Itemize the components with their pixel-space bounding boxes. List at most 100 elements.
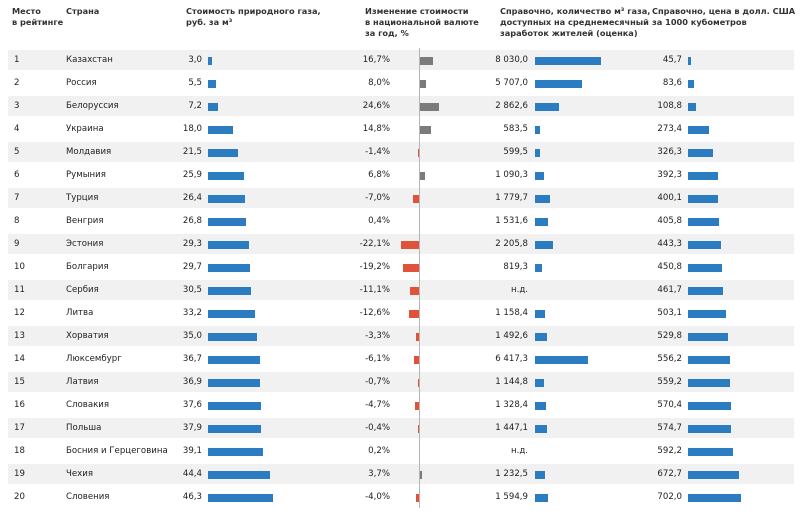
header-change: Изменение стоимости в национальной валют… [365, 6, 479, 38]
change-label: -11,1% [359, 285, 390, 295]
price-bar [208, 241, 250, 249]
change-label: -4,0% [365, 492, 390, 502]
volume-label: 1 232,5 [495, 469, 528, 479]
row-stripe [8, 280, 794, 300]
usd-bar [688, 379, 731, 387]
price-label: 3,0 [188, 55, 202, 65]
rank-cell: 6 [14, 170, 20, 180]
change-label: -3,3% [365, 331, 390, 341]
country-cell: Россия [66, 78, 97, 88]
volume-bar [535, 195, 550, 203]
country-cell: Украина [66, 124, 104, 134]
volume-bar [535, 379, 545, 387]
volume-label: 1 090,3 [495, 170, 528, 180]
price-bar [208, 448, 263, 456]
price-bar [208, 172, 245, 180]
price-label: 36,7 [182, 354, 202, 364]
change-bar [418, 379, 419, 387]
volume-label: 8 030,0 [495, 55, 528, 65]
usd-bar [688, 287, 723, 295]
volume-label: 1 779,7 [495, 193, 528, 203]
price-bar [208, 149, 239, 157]
price-label: 46,3 [182, 492, 202, 502]
price-label: 35,0 [182, 331, 202, 341]
change-bar [418, 425, 419, 433]
row-stripe [8, 234, 794, 254]
volume-label: 1 531,6 [495, 216, 528, 226]
price-bar [208, 80, 216, 88]
volume-label: 1 492,6 [495, 331, 528, 341]
header-country: Страна [66, 6, 100, 16]
usd-bar [688, 402, 732, 410]
change-label: -19,2% [359, 262, 390, 272]
usd-bar [688, 218, 719, 226]
change-bar [419, 57, 433, 65]
price-bar [208, 494, 273, 502]
volume-label: 6 417,3 [495, 354, 528, 364]
rank-cell: 11 [14, 285, 25, 295]
usd-label: 574,7 [657, 423, 682, 433]
change-bar [419, 126, 432, 134]
row-stripe [8, 50, 794, 70]
change-label: -6,1% [365, 354, 390, 364]
country-cell: Турция [66, 193, 99, 203]
header-usd: Справочно, цена в долл. США за 1000 кубо… [652, 6, 796, 27]
country-cell: Словакия [66, 400, 110, 410]
price-bar [208, 356, 260, 364]
change-bar [415, 402, 419, 410]
usd-bar [688, 471, 739, 479]
volume-bar [535, 471, 546, 479]
volume-label: 1 144,8 [495, 377, 528, 387]
change-bar [417, 149, 419, 157]
change-bar [419, 172, 425, 180]
usd-label: 592,2 [657, 446, 682, 456]
country-cell: Чехия [66, 469, 94, 479]
rank-cell: 13 [14, 331, 25, 341]
volume-bar [535, 310, 545, 318]
usd-label: 570,4 [657, 400, 682, 410]
country-cell: Молдавия [66, 147, 112, 157]
country-cell: Латвия [66, 377, 99, 387]
volume-bar [535, 241, 554, 249]
price-label: 25,9 [182, 170, 202, 180]
volume-bar [535, 57, 601, 65]
volume-bar [535, 80, 582, 88]
volume-bar [535, 356, 588, 364]
usd-bar [688, 333, 728, 341]
change-label: 8,0% [368, 78, 390, 88]
rank-cell: 16 [14, 400, 25, 410]
volume-bar [535, 172, 544, 180]
price-bar [208, 287, 251, 295]
change-bar [419, 103, 439, 111]
volume-label: 2 205,8 [495, 239, 528, 249]
country-cell: Люксембург [66, 354, 122, 364]
volume-label: 1 447,1 [495, 423, 528, 433]
usd-label: 392,3 [657, 170, 682, 180]
change-label: -0,4% [365, 423, 390, 433]
volume-label: 1 158,4 [495, 308, 528, 318]
change-bar [408, 310, 419, 318]
change-bar [415, 494, 419, 502]
usd-bar [688, 172, 718, 180]
usd-label: 326,3 [657, 147, 682, 157]
rank-cell: 9 [14, 239, 20, 249]
price-label: 33,2 [182, 308, 202, 318]
change-bar [409, 287, 419, 295]
usd-bar [688, 356, 730, 364]
usd-bar [688, 241, 722, 249]
volume-bar [535, 333, 548, 341]
usd-label: 273,4 [657, 124, 682, 134]
volume-bar [535, 218, 548, 226]
usd-label: 83,6 [662, 78, 682, 88]
change-bar [419, 471, 422, 479]
price-bar [208, 310, 255, 318]
usd-bar [688, 57, 692, 65]
country-cell: Словения [66, 492, 110, 502]
country-cell: Венгрия [66, 216, 104, 226]
volume-bar [535, 494, 549, 502]
change-label: 6,8% [368, 170, 390, 180]
price-label: 5,5 [188, 78, 202, 88]
row-stripe [8, 142, 794, 162]
usd-bar [688, 80, 695, 88]
